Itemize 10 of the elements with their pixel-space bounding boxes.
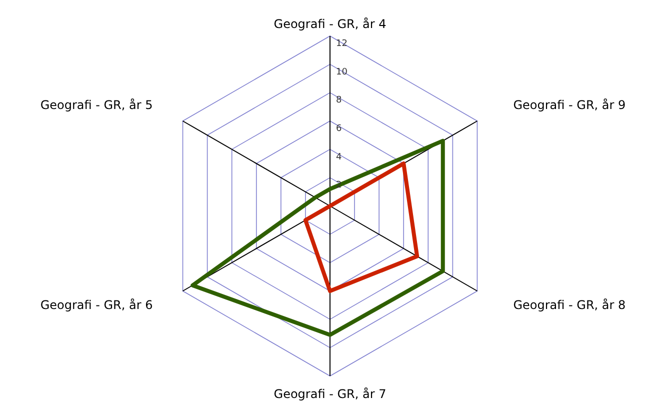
spoke-label: Geografi - GR, år 7 — [274, 387, 386, 401]
spoke-label: Geografi - GR, år 5 — [40, 98, 153, 112]
y-tick-label: 10 — [336, 67, 348, 78]
y-tick-label: 4 — [336, 152, 342, 162]
y-tick-label: 6 — [336, 124, 342, 134]
spoke-label: Geografi - GR, år 4 — [274, 17, 386, 31]
spoke-label: Geografi - GR, år 6 — [40, 298, 153, 312]
spoke-label: Geografi - GR, år 9 — [513, 98, 626, 112]
y-tick-label: 8 — [336, 96, 342, 106]
spoke-label: Geografi - GR, år 8 — [513, 298, 626, 312]
